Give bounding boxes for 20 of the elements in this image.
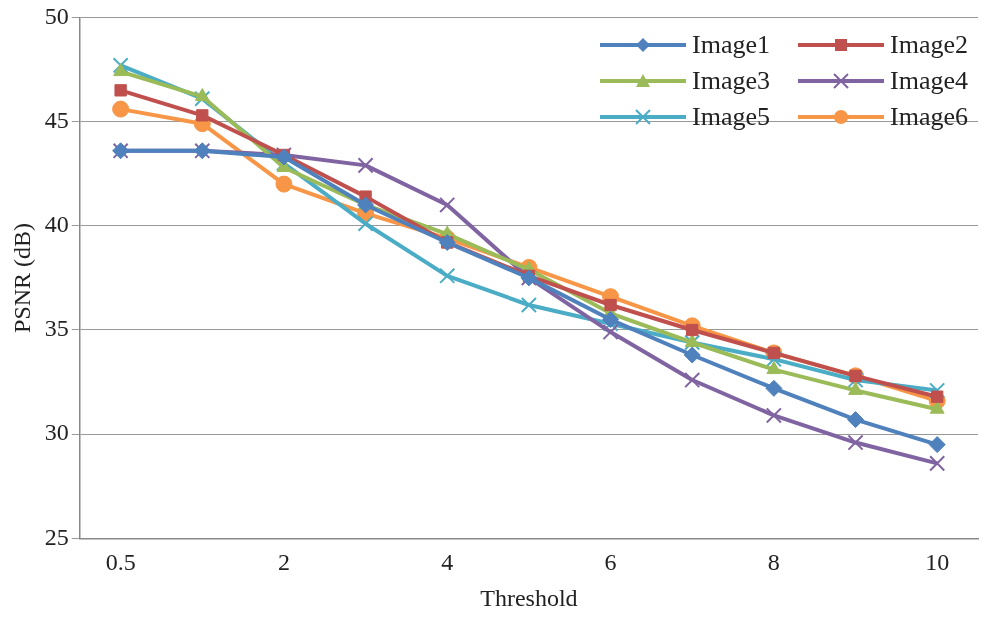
legend-label: Image5 [692,102,771,132]
x-tick-label: 6 [604,549,617,576]
x-tick-label: 8 [767,549,780,576]
x-tick-label: 4 [441,549,454,576]
y-tick-label: 30 [44,419,69,446]
y-tick-label: 25 [44,523,69,550]
y-tick-label: 35 [44,315,69,342]
x-tick-label: 2 [277,549,290,576]
legend-label: Image1 [692,30,771,60]
x-tick-label: 10 [925,549,950,576]
x-axis-title: Threshold [480,584,578,611]
y-tick-label: 50 [44,2,69,29]
x-tick-label: 0.5 [105,549,136,576]
legend-label: Image2 [890,30,968,60]
legend-label: Image3 [692,66,771,96]
legend-label: Image6 [890,102,968,132]
legend-label: Image4 [890,66,968,96]
y-tick-label: 45 [44,106,69,133]
y-axis-title: PSNR (dB) [8,222,35,333]
y-tick-label: 40 [44,211,69,238]
